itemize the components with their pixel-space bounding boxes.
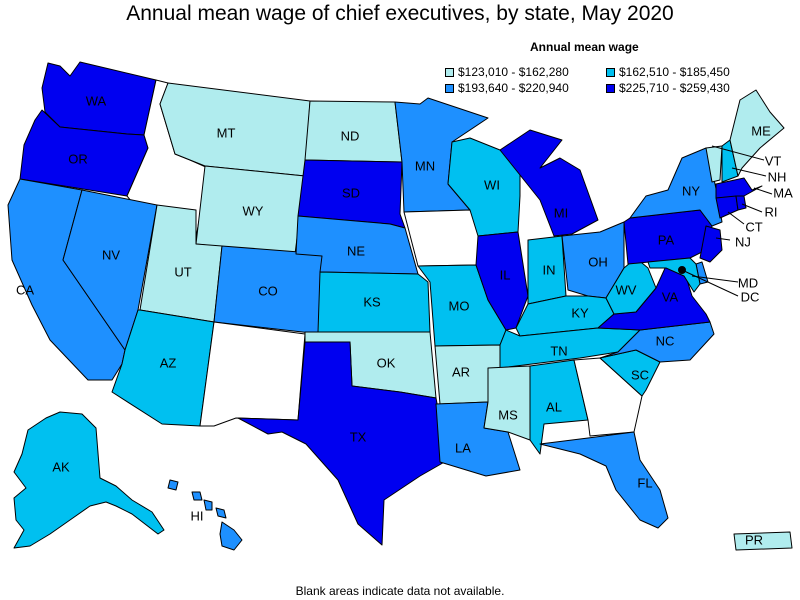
label-tn: TN — [550, 343, 567, 358]
state-hi[interactable] — [219, 521, 243, 551]
legend-swatch — [606, 67, 615, 77]
label-sd: SD — [342, 185, 360, 200]
state-hi-islands[interactable] — [167, 479, 179, 491]
label-fl: FL — [637, 475, 652, 490]
label-ks: KS — [363, 294, 381, 309]
state-ri[interactable] — [735, 195, 747, 211]
label-az: AZ — [160, 355, 177, 370]
label-nv: NV — [102, 247, 120, 262]
state-hi-islands[interactable] — [191, 491, 203, 501]
label-ut: UT — [174, 264, 191, 279]
label-mt: MT — [217, 125, 236, 140]
label-ar: AR — [452, 364, 470, 379]
label-nc: NC — [656, 333, 675, 348]
label-dc: DC — [741, 289, 760, 304]
label-ma: MA — [773, 185, 793, 200]
label-nh: NH — [768, 169, 787, 184]
leader-line-nh — [731, 167, 767, 177]
legend-item-tier-3: $225,710 - $259,430 — [606, 81, 730, 95]
label-hi: HI — [191, 508, 204, 523]
label-pa: PA — [658, 232, 675, 247]
label-mn: MN — [415, 158, 435, 173]
leader-line-ct — [727, 211, 745, 225]
label-wi: WI — [484, 177, 500, 192]
label-mi: MI — [554, 205, 568, 220]
state-md[interactable] — [647, 257, 701, 293]
label-il: IL — [500, 267, 511, 282]
state-ak[interactable] — [13, 411, 165, 549]
label-al: AL — [546, 399, 562, 414]
leader-line-vt — [711, 145, 765, 161]
map-footnote: Blank areas indicate data not available. — [295, 584, 505, 598]
label-ky: KY — [571, 305, 589, 320]
leader-line-dc — [681, 269, 739, 297]
leader-line-md — [691, 275, 739, 283]
label-ri: RI — [765, 204, 778, 219]
label-ms: MS — [498, 407, 518, 422]
state-vt[interactable] — [705, 145, 723, 183]
label-vt: VT — [765, 153, 782, 168]
label-mo: MO — [449, 298, 470, 313]
state-nm[interactable] — [199, 321, 306, 427]
state-mi[interactable] — [499, 129, 599, 237]
legend-label: $225,710 - $259,430 — [619, 81, 730, 95]
state-hi-islands[interactable] — [215, 507, 227, 519]
leader-line-ma — [753, 187, 773, 195]
label-ny: NY — [682, 183, 700, 198]
label-ok: OK — [377, 355, 396, 370]
legend-item-tier-2: $193,640 - $220,940 — [445, 81, 569, 95]
state-il[interactable] — [475, 231, 529, 331]
label-la: LA — [455, 440, 471, 455]
label-wy: WY — [243, 203, 264, 218]
state-hi-islands[interactable] — [203, 499, 213, 511]
state-ct[interactable] — [715, 195, 739, 219]
label-va: VA — [662, 289, 679, 304]
state-ks[interactable] — [317, 271, 431, 333]
label-or: OR — [68, 151, 88, 166]
label-tx: TX — [350, 429, 367, 444]
state-ms[interactable] — [483, 365, 531, 441]
label-ak: AK — [52, 459, 70, 474]
legend-label: $193,640 - $220,940 — [458, 81, 569, 95]
legend-swatch — [445, 67, 454, 77]
label-co: CO — [258, 283, 278, 298]
label-me: ME — [751, 123, 771, 138]
leader-line-ri — [741, 203, 763, 213]
leader-line-nj — [715, 237, 731, 241]
map-title: Annual mean wage of chief executives, by… — [126, 2, 674, 25]
legend-label: $162,510 - $185,450 — [619, 65, 730, 79]
label-wv: WV — [616, 282, 637, 297]
legend-swatch — [606, 83, 615, 93]
label-nj: NJ — [735, 234, 751, 249]
label-md: MD — [738, 275, 758, 290]
state-tx[interactable] — [237, 341, 449, 546]
label-nd: ND — [341, 128, 360, 143]
label-ne: NE — [347, 243, 365, 258]
label-wa: WA — [86, 93, 107, 108]
state-nj[interactable] — [699, 225, 723, 263]
state-pr[interactable] — [733, 531, 793, 551]
state-wi[interactable] — [447, 137, 521, 237]
legend-title: Annual mean wage — [530, 40, 639, 54]
label-ca: CA — [16, 282, 34, 297]
state-wv[interactable] — [605, 257, 657, 315]
label-sc: SC — [631, 367, 649, 382]
legend-item-tier-0: $123,010 - $162,280 — [445, 65, 569, 79]
label-oh: OH — [588, 254, 608, 269]
label-ct: CT — [745, 219, 762, 234]
legend-label: $123,010 - $162,280 — [458, 65, 569, 79]
label-pr: PR — [745, 532, 763, 547]
state-fl[interactable] — [539, 431, 669, 529]
legend-swatch — [445, 83, 454, 93]
label-in: IN — [543, 262, 556, 277]
legend-item-tier-1: $162,510 - $185,450 — [606, 65, 730, 79]
